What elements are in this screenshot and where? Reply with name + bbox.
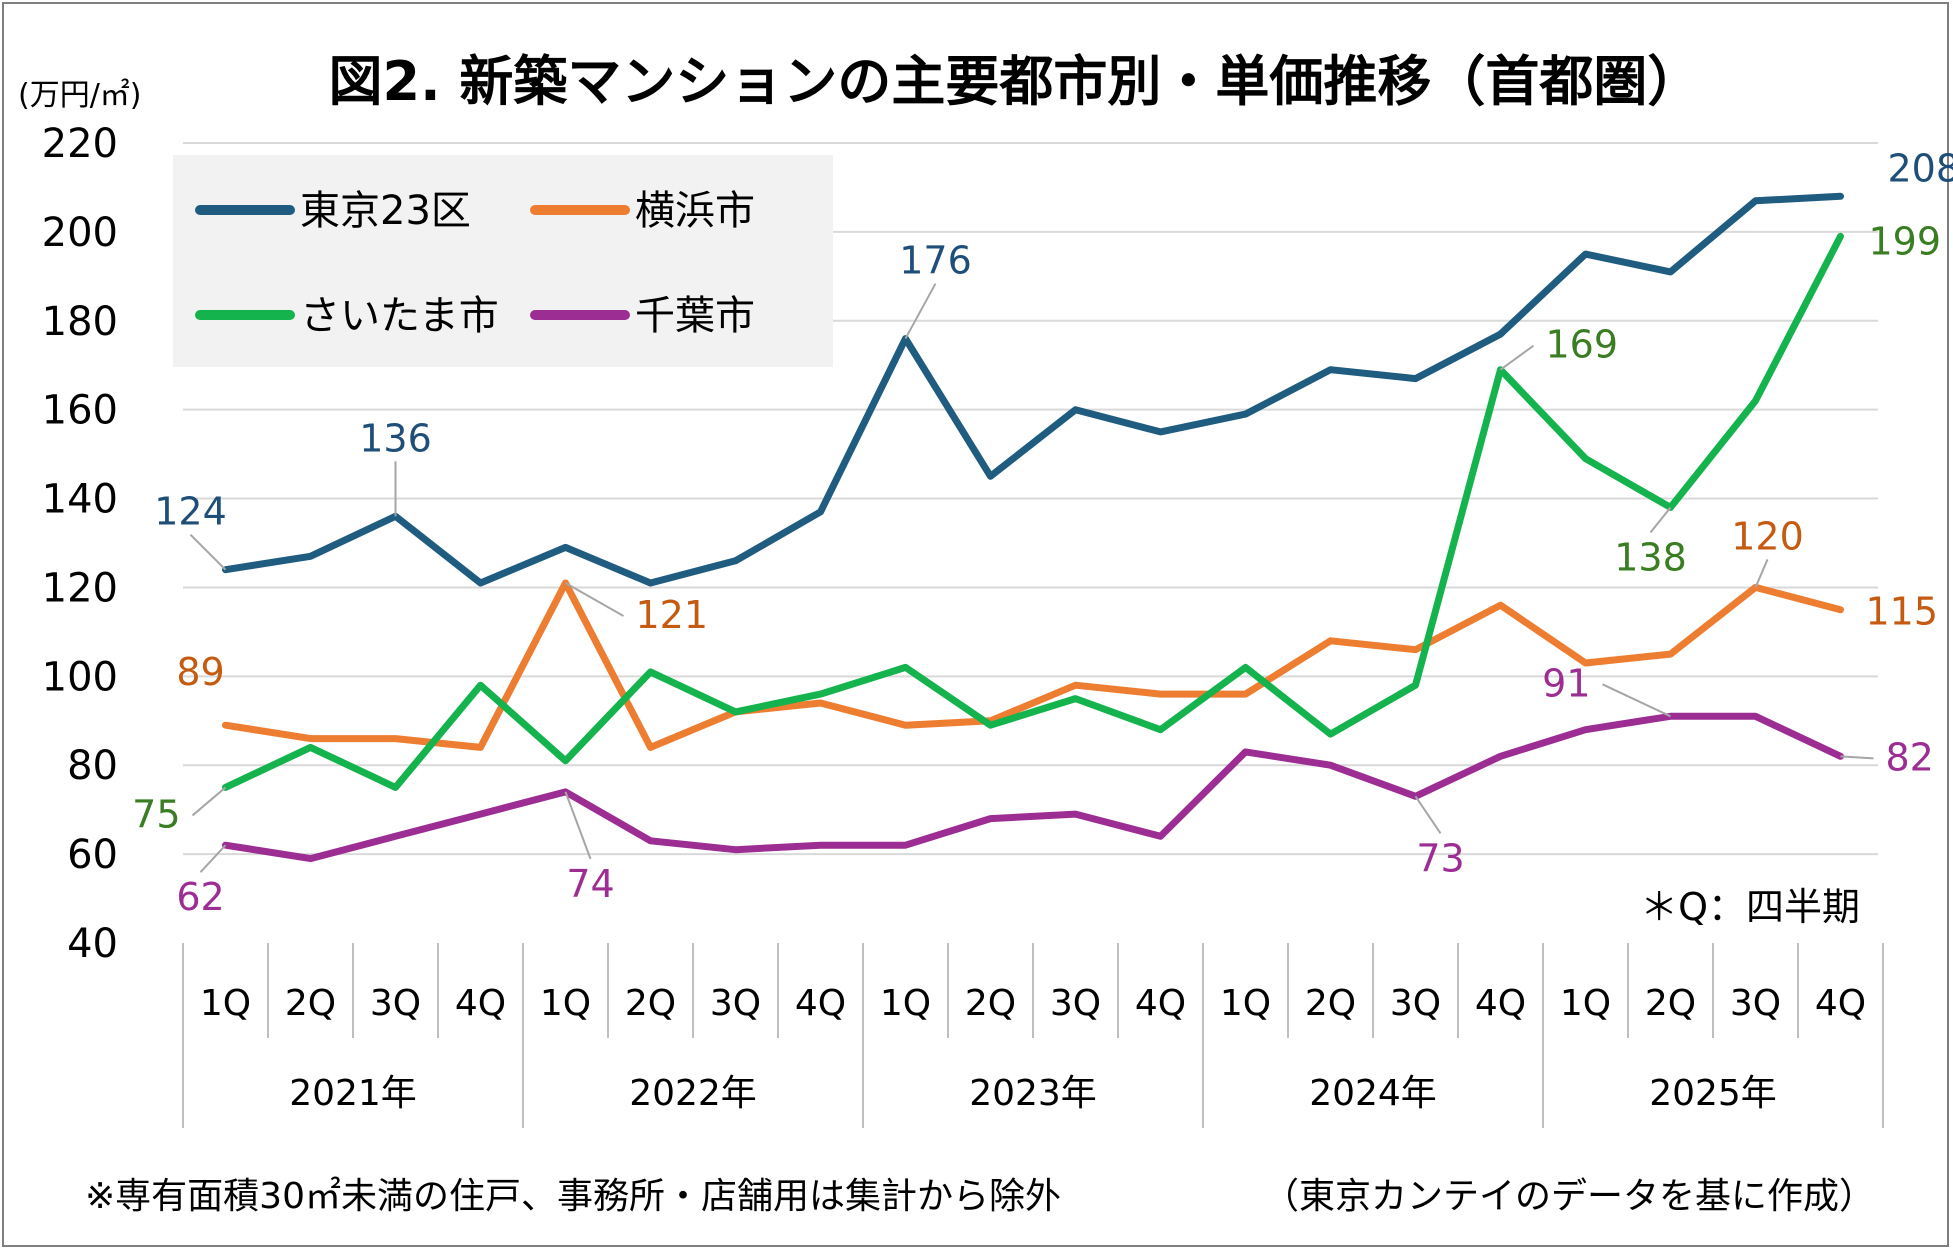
x-tick-quarter: 2Q — [1305, 983, 1356, 1024]
leader-line — [904, 283, 937, 340]
x-tick-year: 2025年 — [1649, 1073, 1777, 1114]
x-tick-quarter: 2Q — [1645, 983, 1696, 1024]
x-tick-year: 2021年 — [289, 1073, 417, 1114]
legend-background — [173, 155, 833, 367]
y-axis-unit-label: (万円/㎡) — [18, 78, 142, 113]
data-label: 120 — [1731, 514, 1804, 558]
data-label: 82 — [1886, 735, 1934, 779]
leader-line — [564, 791, 592, 860]
series-line — [222, 192, 1844, 587]
x-tick-quarter: 3Q — [1730, 983, 1781, 1024]
data-label: 115 — [1866, 590, 1939, 634]
data-label: 208 — [1888, 146, 1953, 190]
data-label: 73 — [1416, 836, 1464, 880]
y-tick-label: 140 — [42, 477, 118, 523]
x-tick-quarter: 3Q — [710, 983, 761, 1024]
leader-line — [189, 533, 227, 571]
x-tick-quarter: 4Q — [455, 983, 506, 1024]
leader-line — [565, 582, 624, 617]
chart-title: 図2. 新築マンションの主要都市別・単価推移（首都圏） — [329, 50, 1702, 113]
x-tick-quarter: 3Q — [370, 983, 421, 1024]
y-tick-label: 180 — [42, 299, 118, 345]
x-tick-quarter: 1Q — [200, 983, 251, 1024]
x-tick-year: 2022年 — [629, 1073, 757, 1114]
data-label: 136 — [359, 416, 432, 460]
leader-line — [1602, 683, 1671, 718]
series-line — [222, 579, 1844, 751]
y-tick-label: 120 — [42, 565, 118, 611]
series-line — [222, 232, 1844, 791]
leader-line — [199, 844, 227, 873]
series-lines — [222, 192, 1844, 863]
x-tick-quarter: 2Q — [625, 983, 676, 1024]
quarter-annotation: ＊Q：四半期 — [1640, 885, 1860, 929]
data-label: 75 — [132, 792, 180, 836]
legend-label: さいたま市 — [300, 293, 499, 339]
data-label: 169 — [1546, 323, 1619, 367]
x-tick-quarter: 2Q — [965, 983, 1016, 1024]
y-tick-label: 60 — [67, 832, 118, 878]
x-tick-quarter: 1Q — [540, 983, 591, 1024]
x-tick-quarter: 1Q — [880, 983, 931, 1024]
leader-line — [1840, 755, 1874, 760]
y-tick-label: 80 — [67, 743, 118, 789]
legend-label: 横浜市 — [635, 188, 755, 234]
legend-label: 東京23区 — [300, 188, 471, 234]
x-tick-quarter: 4Q — [1135, 983, 1186, 1024]
data-label: 124 — [154, 490, 227, 534]
x-tick-quarter: 2Q — [285, 983, 336, 1024]
y-tick-label: 100 — [42, 654, 118, 700]
x-tick-quarter: 1Q — [1560, 983, 1611, 1024]
data-label: 138 — [1614, 535, 1687, 579]
x-tick-year: 2023年 — [969, 1073, 1097, 1114]
x-tick-quarter: 1Q — [1220, 983, 1271, 1024]
data-label: 199 — [1869, 219, 1942, 263]
x-tick-quarter: 4Q — [795, 983, 846, 1024]
data-label: 62 — [176, 875, 224, 919]
footnote-left: ※専有面積30㎡未満の住戸、事務所・店舗用は集計から除外 — [85, 1175, 1061, 1217]
x-tick-year: 2024年 — [1309, 1073, 1437, 1114]
data-labels: 124 136 176 208 89 121 120 115 75 169 138 199 62 74 73… — [132, 146, 1953, 919]
footnote-right: （東京カンテイのデータを基に作成） — [1263, 1176, 1875, 1217]
leader-line — [1499, 344, 1535, 371]
data-label: 176 — [899, 239, 972, 283]
legend-label: 千葉市 — [635, 293, 755, 339]
leader-line — [1649, 506, 1672, 534]
y-tick-label: 40 — [67, 921, 118, 967]
data-label: 89 — [176, 650, 224, 694]
x-tick-quarter: 4Q — [1815, 983, 1866, 1024]
y-axis-ticks: 40 60 80 100 120 140 160 180 200 220 — [42, 121, 118, 967]
y-tick-label: 200 — [42, 210, 118, 256]
x-tick-quarter: 4Q — [1475, 983, 1526, 1024]
y-tick-label: 160 — [42, 388, 118, 434]
data-label: 91 — [1542, 661, 1590, 705]
x-axis: 1Q 2Q 3Q 4Q 1Q 2Q 3Q 4Q 1Q 2Q 3Q 4Q 1Q 2Q 3Q 4Q 1Q 2Q 3Q 4Q… — [182, 943, 1884, 1128]
x-tick-quarter: 3Q — [1050, 983, 1101, 1024]
leader-line — [1754, 559, 1769, 588]
x-tick-quarter: 3Q — [1390, 983, 1441, 1024]
series-line — [222, 712, 1844, 863]
data-label: 121 — [636, 593, 709, 637]
data-label: 74 — [566, 862, 614, 906]
leader-line — [191, 786, 227, 817]
y-tick-label: 220 — [42, 121, 118, 167]
gridlines — [183, 142, 1878, 856]
leader-line — [1414, 795, 1442, 834]
